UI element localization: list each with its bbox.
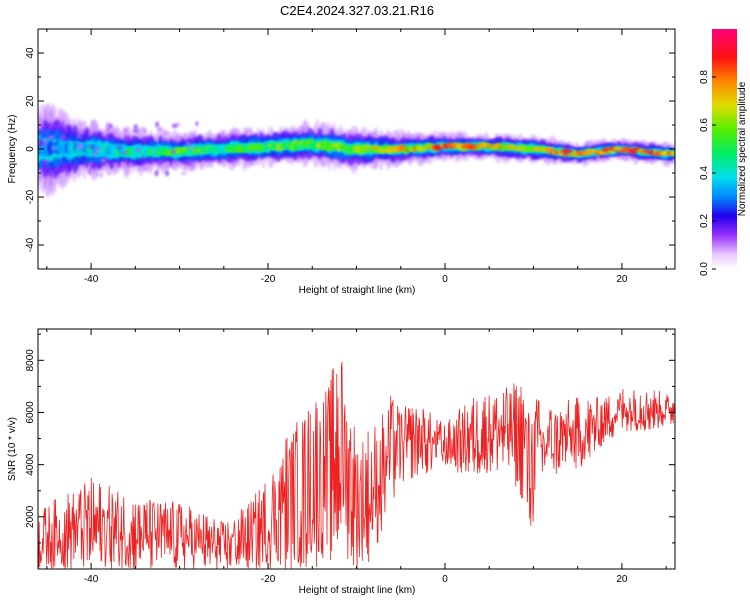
heatmap-cell	[172, 160, 178, 164]
heatmap-cell	[190, 145, 194, 152]
colorbar-tick-label: 0.0	[699, 262, 710, 276]
colorbar: 0.0 0.2 0.4 0.6 0.8 Normalized spectral ampl…	[699, 29, 748, 276]
heatmap-cell	[77, 134, 83, 139]
heatmap-cell	[195, 121, 199, 126]
heatmap-cell	[89, 144, 94, 149]
colorbar-tick-label: 0.4	[699, 166, 710, 180]
heatmap-cell	[55, 123, 59, 130]
top-y-tick-label: 0	[25, 146, 36, 152]
top-x-tick-label: -20	[261, 274, 276, 285]
heatmap-cell	[65, 172, 71, 177]
heatmap-cell	[154, 170, 159, 177]
snr-plot: -40 -20 0 20 2000 4000 6000 8000 Height of str…	[7, 328, 676, 596]
heatmap-cell	[91, 120, 97, 127]
snr-series-line	[38, 361, 675, 569]
heatmap-cell	[156, 159, 162, 166]
bottom-x-tick-label: 20	[616, 574, 628, 585]
heatmap-cell	[76, 144, 84, 150]
bottom-x-tick-label: -40	[84, 574, 99, 585]
top-x-tick-label: 0	[442, 274, 448, 285]
bottom-y-tick-label: 8000	[25, 349, 36, 372]
top-y-axis-label: Frequency (Hz)	[7, 115, 18, 184]
heatmap-cell	[181, 171, 187, 175]
heatmap-cell	[171, 123, 178, 128]
heatmap-cell	[79, 122, 85, 128]
top-x-axis-label: Height of straight line (km)	[299, 285, 416, 296]
heatmap-cell	[90, 163, 95, 170]
heatmap-cell	[155, 121, 160, 128]
top-y-tick-label: 20	[25, 95, 36, 107]
heatmap-cell	[121, 150, 128, 154]
heatmap-cell	[54, 166, 61, 172]
bottom-y-tick-label: 4000	[25, 453, 36, 476]
bottom-x-tick-label: 0	[442, 574, 448, 585]
heatmap-cell	[117, 161, 121, 168]
heatmap-cell	[93, 151, 97, 157]
top-x-tick-label: 20	[616, 274, 628, 285]
heatmap-cell	[136, 146, 141, 153]
heatmap-cell	[164, 161, 171, 168]
bottom-x-tick-label: -20	[261, 574, 276, 585]
heatmap-cell	[87, 167, 91, 175]
bottom-y-axis-label: SNR (10 * v/v)	[7, 417, 18, 481]
heatmap-cell	[132, 128, 139, 134]
heatmap-cell	[165, 170, 170, 177]
top-y-tick-label: 40	[25, 47, 36, 59]
heatmap-cell	[139, 159, 143, 163]
heatmap-cell	[185, 140, 190, 147]
heatmap-cell	[607, 149, 616, 154]
heatmap-cell	[38, 140, 41, 145]
colorbar-tick-label: 0.6	[699, 118, 710, 132]
chart-title: C2E4.2024.327.03.21.R16	[280, 3, 434, 18]
heatmap-cell	[108, 124, 114, 129]
heatmap-cell	[61, 120, 65, 127]
heatmap-cell	[79, 136, 87, 142]
bottom-y-tick-label: 6000	[25, 401, 36, 424]
colorbar-tick-label: 0.2	[699, 214, 710, 228]
heatmap-cell	[157, 127, 163, 132]
bottom-y-tick-label: 2000	[25, 505, 36, 528]
heatmap-cell	[76, 127, 84, 135]
heatmap-cell	[105, 128, 111, 132]
heatmap-cell	[599, 151, 609, 155]
heatmap-cell	[564, 149, 575, 154]
heatmap-cell	[95, 147, 101, 153]
heatmap-cell	[100, 158, 106, 163]
heatmap-cell	[73, 141, 77, 145]
heatmap-cell	[51, 146, 57, 150]
heatmap-cell	[164, 131, 171, 136]
heatmap-cell	[141, 155, 145, 161]
spectrogram-plot: -40 -20 0 20 40 20 0 -20 -40 Height of straight…	[7, 28, 676, 296]
heatmap-cell	[62, 136, 67, 142]
heatmap-cell	[105, 122, 111, 129]
colorbar-label: Normalized spectral amplitude	[737, 81, 748, 216]
heatmap-cell	[171, 148, 176, 155]
top-y-tick-label: -40	[25, 237, 36, 252]
heatmap-cell	[133, 124, 138, 130]
heatmap-cell	[98, 172, 104, 178]
heatmap-cell	[187, 159, 194, 167]
heatmap-cell	[672, 151, 675, 156]
colorbar-tick-label: 0.8	[699, 70, 710, 84]
heatmap-cell	[143, 164, 151, 171]
top-x-tick-label: -40	[84, 274, 99, 285]
heatmap-cell	[42, 160, 48, 165]
heatmap-cell	[42, 140, 47, 148]
heatmap-cell	[139, 126, 147, 131]
heatmap-cell	[42, 138, 49, 143]
heatmap-cell	[48, 135, 55, 140]
spectrogram-heatmap	[38, 102, 675, 198]
colorbar-gradient	[712, 29, 737, 269]
heatmap-cell	[123, 127, 127, 134]
top-y-tick-label: -20	[25, 189, 36, 204]
bottom-x-axis-label: Height of straight line (km)	[299, 585, 416, 596]
heatmap-cell	[116, 145, 122, 149]
